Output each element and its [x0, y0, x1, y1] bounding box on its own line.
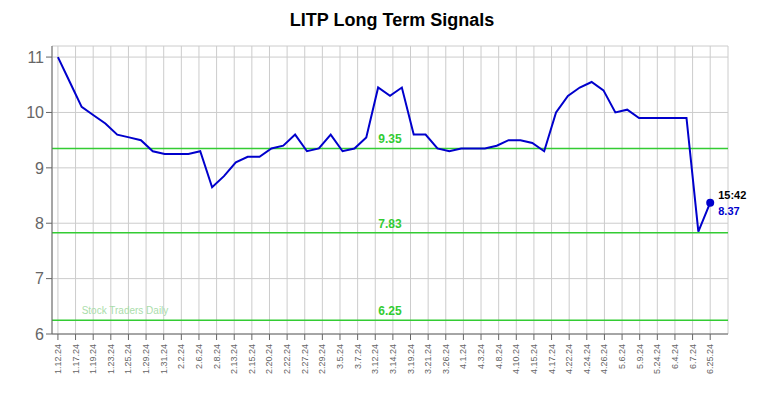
svg-text:5.9.24: 5.9.24 — [635, 344, 645, 369]
svg-text:6.25: 6.25 — [378, 304, 402, 318]
svg-text:4.17.24: 4.17.24 — [547, 344, 557, 374]
svg-text:9: 9 — [35, 160, 44, 177]
svg-text:8.37: 8.37 — [718, 205, 739, 217]
svg-text:2.8.24: 2.8.24 — [212, 344, 222, 369]
svg-text:2.15.24: 2.15.24 — [247, 344, 257, 374]
svg-text:3.5.24: 3.5.24 — [335, 344, 345, 369]
svg-text:3.21.24: 3.21.24 — [423, 344, 433, 374]
svg-text:6.7.24: 6.7.24 — [688, 344, 698, 369]
svg-text:15:42: 15:42 — [718, 189, 746, 201]
svg-text:3.7.24: 3.7.24 — [353, 344, 363, 369]
svg-text:1.23.24: 1.23.24 — [106, 344, 116, 374]
svg-text:2.2.24: 2.2.24 — [176, 344, 186, 369]
svg-text:9.35: 9.35 — [378, 132, 402, 146]
svg-text:7: 7 — [35, 270, 44, 287]
svg-text:3.19.24: 3.19.24 — [406, 344, 416, 374]
svg-text:2.20.24: 2.20.24 — [264, 344, 274, 374]
svg-text:3.12.24: 3.12.24 — [370, 344, 380, 374]
svg-text:10: 10 — [26, 104, 44, 121]
svg-text:4.8.24: 4.8.24 — [494, 344, 504, 369]
svg-text:4.3.24: 4.3.24 — [476, 344, 486, 369]
svg-text:5.6.24: 5.6.24 — [617, 344, 627, 369]
svg-text:6.25.24: 6.25.24 — [705, 344, 715, 374]
svg-text:2.29.24: 2.29.24 — [317, 344, 327, 374]
svg-text:11: 11 — [27, 49, 44, 66]
svg-text:1.29.24: 1.29.24 — [141, 344, 151, 374]
svg-text:7.83: 7.83 — [378, 217, 402, 231]
svg-text:1.31.24: 1.31.24 — [159, 344, 169, 374]
svg-text:4.26.24: 4.26.24 — [599, 344, 609, 374]
svg-text:4.22.24: 4.22.24 — [564, 344, 574, 374]
svg-text:4.10.24: 4.10.24 — [511, 344, 521, 374]
html-text:LITP Long Term Signals: LITP Long Term Signals — [289, 10, 495, 30]
svg-text:6: 6 — [35, 326, 44, 343]
svg-text:3.26.24: 3.26.24 — [441, 344, 451, 374]
svg-text:4.15.24: 4.15.24 — [529, 344, 539, 374]
svg-text:1.12.24: 1.12.24 — [53, 344, 63, 374]
svg-text:1.25.24: 1.25.24 — [123, 344, 133, 374]
svg-text:2.27.24: 2.27.24 — [300, 344, 310, 374]
svg-text:4.1.24: 4.1.24 — [458, 344, 468, 369]
svg-text:2.13.24: 2.13.24 — [229, 344, 239, 374]
svg-text:2.22.24: 2.22.24 — [282, 344, 292, 374]
svg-text:Stock Traders Daily: Stock Traders Daily — [82, 305, 169, 316]
svg-text:2.6.24: 2.6.24 — [194, 344, 204, 369]
svg-text:5.24.24: 5.24.24 — [652, 344, 662, 374]
svg-text:8: 8 — [35, 215, 44, 232]
svg-text:6.4.24: 6.4.24 — [670, 344, 680, 369]
svg-text:1.19.24: 1.19.24 — [88, 344, 98, 374]
svg-text:3.14.24: 3.14.24 — [388, 344, 398, 374]
svg-text:1.17.24: 1.17.24 — [71, 344, 81, 374]
svg-text:4.24.24: 4.24.24 — [582, 344, 592, 374]
